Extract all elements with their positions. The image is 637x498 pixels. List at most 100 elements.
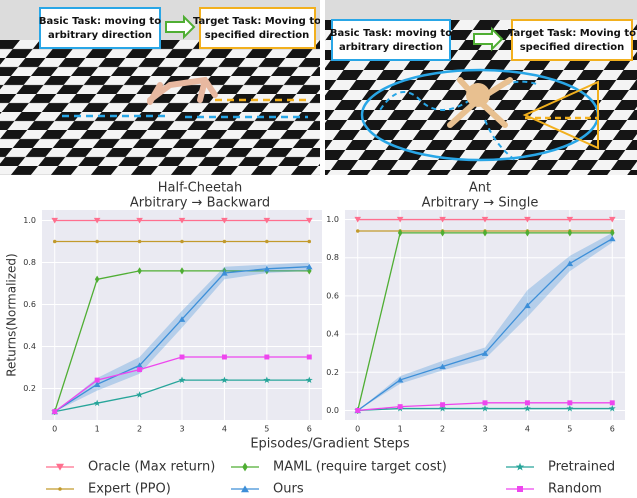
x-tick-label: 2 xyxy=(137,425,142,434)
x-tick-label: 5 xyxy=(567,425,572,434)
x-axis-label: Episodes/Gradient Steps xyxy=(250,437,410,452)
marker xyxy=(609,229,615,237)
callout-line: arbitrary direction xyxy=(48,30,152,41)
callout-line: specified direction xyxy=(205,30,310,41)
x-tick-label: 1 xyxy=(95,425,100,434)
callout-line: Target Task: Moving to xyxy=(508,28,636,39)
legend-label: MAML (require target cost) xyxy=(273,460,447,475)
marker xyxy=(221,270,228,276)
x-tick-label: 5 xyxy=(264,425,269,434)
marker xyxy=(179,267,185,275)
marker xyxy=(241,485,249,493)
y-tick-label: 0.8 xyxy=(23,258,36,267)
marker xyxy=(566,260,574,267)
marker xyxy=(136,362,143,369)
marker xyxy=(355,229,360,233)
chart-subtitle: Arbitrary → Backward xyxy=(130,196,270,211)
marker xyxy=(439,363,446,370)
marker xyxy=(136,391,144,398)
legend-label: Expert (PPO) xyxy=(88,482,171,497)
marker xyxy=(52,409,58,415)
marker xyxy=(263,376,271,384)
marker xyxy=(305,263,313,270)
x-tick-label: 6 xyxy=(610,425,615,434)
callout-line: arbitrary direction xyxy=(339,42,443,53)
legend-label: Ours xyxy=(273,482,304,497)
marker xyxy=(524,216,531,223)
half-cheetah-scene: Basic Task: moving to arbitrary directio… xyxy=(0,0,321,175)
marker xyxy=(242,462,248,472)
marker xyxy=(396,216,404,223)
marker xyxy=(566,404,574,412)
marker xyxy=(305,217,313,224)
marker xyxy=(58,487,62,491)
marker xyxy=(306,354,312,360)
legend-label: Pretrained xyxy=(548,460,615,475)
marker xyxy=(137,267,142,275)
marker xyxy=(397,404,403,410)
marker xyxy=(178,376,186,384)
x-tick-label: 4 xyxy=(222,425,227,434)
marker xyxy=(481,404,489,412)
y-tick-label: 0.4 xyxy=(23,342,36,351)
marker xyxy=(264,354,270,360)
marker xyxy=(265,239,269,244)
marker xyxy=(307,239,312,244)
marker xyxy=(263,217,271,224)
x-tick-label: 6 xyxy=(307,425,312,434)
marker xyxy=(180,239,184,244)
x-tick-label: 1 xyxy=(398,425,403,434)
marker xyxy=(51,217,59,224)
y-tick-label: 0.6 xyxy=(23,300,36,309)
marker xyxy=(525,229,530,237)
marker xyxy=(440,402,446,408)
x-tick-label: 0 xyxy=(355,425,360,434)
marker xyxy=(481,350,489,356)
marker xyxy=(567,400,573,406)
marker xyxy=(567,229,573,237)
confidence-band xyxy=(357,232,613,411)
marker xyxy=(137,367,143,373)
marker xyxy=(481,216,489,223)
y-tick-label: 1.0 xyxy=(326,215,339,224)
y-tick-label: 0.4 xyxy=(326,330,339,339)
marker xyxy=(221,217,228,224)
callout-line: Target Task: Moving to xyxy=(193,16,321,27)
marker xyxy=(222,239,227,244)
marker xyxy=(220,376,228,384)
marker xyxy=(524,302,531,309)
marker xyxy=(263,265,271,272)
legend-label: Oracle (Max return) xyxy=(88,460,215,475)
y-tick-label: 1.0 xyxy=(23,216,36,225)
x-tick-label: 3 xyxy=(179,425,184,434)
marker xyxy=(178,217,186,224)
chart-title: Half-Cheetah xyxy=(158,181,243,196)
y-axis-label: Returns(Normalized) xyxy=(5,253,19,377)
marker xyxy=(608,216,616,223)
y-tick-label: 0.6 xyxy=(326,291,339,300)
marker xyxy=(609,400,615,406)
marker xyxy=(305,376,313,384)
marker xyxy=(93,399,101,407)
marker xyxy=(524,400,530,406)
legend-label: Random xyxy=(548,482,602,497)
marker xyxy=(608,235,616,242)
x-tick-label: 4 xyxy=(525,425,530,434)
marker xyxy=(439,404,447,412)
callout-line: specified direction xyxy=(520,42,625,53)
marker xyxy=(440,229,445,237)
marker xyxy=(56,463,64,471)
marker xyxy=(354,216,362,223)
marker xyxy=(95,239,99,244)
marker xyxy=(566,216,574,223)
marker xyxy=(397,229,403,237)
marker xyxy=(608,404,616,412)
chart-subtitle: Arbitrary → Single xyxy=(422,196,539,211)
marker xyxy=(93,217,101,224)
callout-line: Basic Task: moving to xyxy=(330,28,452,39)
marker xyxy=(137,239,142,244)
chart-title: Ant xyxy=(469,181,491,196)
y-tick-label: 0.0 xyxy=(326,406,339,415)
marker xyxy=(94,377,100,383)
